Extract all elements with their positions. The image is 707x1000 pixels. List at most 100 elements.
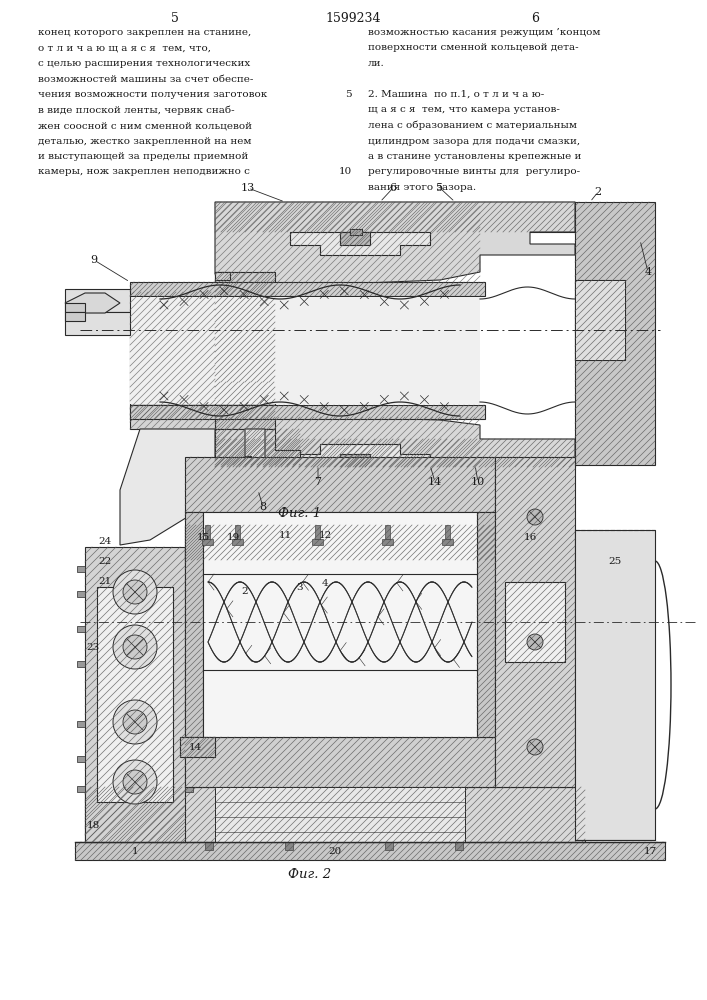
Bar bbox=[445, 525, 450, 540]
Text: 17: 17 bbox=[643, 848, 657, 856]
Text: 10: 10 bbox=[471, 477, 485, 487]
Bar bbox=[85, 547, 185, 842]
Bar bbox=[185, 457, 495, 512]
Bar bbox=[65, 303, 85, 312]
Text: 7: 7 bbox=[315, 477, 322, 487]
Bar bbox=[77, 661, 85, 667]
Text: 6: 6 bbox=[531, 12, 539, 25]
Text: 5: 5 bbox=[436, 183, 443, 193]
Bar bbox=[350, 464, 362, 470]
Polygon shape bbox=[120, 429, 215, 545]
Text: щ а я с я  тем, что камера установ-: щ а я с я тем, что камера установ- bbox=[368, 105, 560, 114]
Bar bbox=[340, 232, 370, 245]
Bar bbox=[235, 525, 240, 540]
Text: 16: 16 bbox=[523, 532, 537, 542]
Text: с целью расширения технологических: с целью расширения технологических bbox=[38, 59, 250, 68]
Circle shape bbox=[113, 570, 157, 614]
Bar bbox=[185, 525, 495, 560]
Text: 1: 1 bbox=[132, 848, 139, 856]
Text: а в станине установлены крепежные и: а в станине установлены крепежные и bbox=[368, 152, 581, 161]
Text: ли.: ли. bbox=[368, 59, 385, 68]
Text: камеры, нож закреплен неподвижно с: камеры, нож закреплен неподвижно с bbox=[38, 167, 250, 176]
Text: регулировочные винты для  регулиро-: регулировочные винты для регулиро- bbox=[368, 167, 580, 176]
Bar bbox=[505, 582, 565, 662]
Circle shape bbox=[527, 739, 543, 755]
Text: Фиг. 1: Фиг. 1 bbox=[279, 507, 322, 520]
Text: конец которого закреплен на станине,: конец которого закреплен на станине, bbox=[38, 28, 251, 37]
Bar bbox=[215, 787, 465, 842]
Polygon shape bbox=[215, 417, 575, 467]
Bar bbox=[185, 512, 203, 737]
Bar bbox=[77, 591, 85, 597]
Bar bbox=[245, 491, 251, 495]
Text: 2: 2 bbox=[595, 187, 602, 197]
Circle shape bbox=[113, 700, 157, 744]
Bar bbox=[202, 539, 213, 545]
Text: поверхности сменной кольцевой дета-: поверхности сменной кольцевой дета- bbox=[368, 43, 578, 52]
Bar bbox=[185, 626, 193, 632]
Bar bbox=[350, 229, 362, 235]
Text: цилиндром зазора для подачи смазки,: цилиндром зазора для подачи смазки, bbox=[368, 136, 580, 145]
Bar bbox=[85, 787, 585, 842]
Text: 1599234: 1599234 bbox=[325, 12, 381, 25]
Circle shape bbox=[113, 625, 157, 669]
Polygon shape bbox=[130, 272, 230, 429]
Text: 25: 25 bbox=[609, 558, 621, 566]
Bar bbox=[185, 786, 193, 792]
Polygon shape bbox=[245, 429, 265, 510]
Bar bbox=[185, 661, 193, 667]
Bar bbox=[215, 382, 275, 429]
Bar bbox=[77, 566, 85, 572]
Bar bbox=[185, 756, 193, 762]
Text: 3: 3 bbox=[297, 582, 303, 591]
Text: 2: 2 bbox=[242, 587, 248, 596]
Text: жен соосной с ним сменной кольцевой: жен соосной с ним сменной кольцевой bbox=[38, 121, 252, 130]
Bar bbox=[232, 539, 243, 545]
Bar bbox=[77, 721, 85, 727]
Text: 4: 4 bbox=[322, 580, 328, 588]
Bar bbox=[215, 439, 575, 467]
Text: и выступающей за пределы приемной: и выступающей за пределы приемной bbox=[38, 152, 248, 161]
Text: 8: 8 bbox=[259, 502, 267, 512]
Circle shape bbox=[527, 509, 543, 525]
Bar bbox=[575, 280, 625, 360]
Polygon shape bbox=[290, 444, 430, 467]
Text: 5: 5 bbox=[346, 90, 352, 99]
Circle shape bbox=[123, 635, 147, 659]
Bar bbox=[442, 539, 453, 545]
Bar bbox=[245, 476, 251, 480]
Polygon shape bbox=[215, 202, 575, 284]
Bar bbox=[285, 842, 293, 850]
Circle shape bbox=[113, 760, 157, 804]
Polygon shape bbox=[215, 429, 300, 465]
Polygon shape bbox=[290, 232, 430, 255]
Bar bbox=[350, 229, 362, 235]
Text: чения возможности получения заготовок: чения возможности получения заготовок bbox=[38, 90, 267, 99]
Bar bbox=[130, 405, 485, 419]
Polygon shape bbox=[180, 737, 215, 757]
Bar bbox=[65, 312, 130, 335]
Text: 22: 22 bbox=[98, 558, 112, 566]
Bar bbox=[495, 457, 575, 787]
Bar bbox=[130, 297, 480, 404]
Bar bbox=[575, 280, 625, 360]
Bar bbox=[477, 512, 495, 737]
Bar bbox=[185, 566, 193, 572]
Text: 24: 24 bbox=[98, 538, 112, 546]
Text: 11: 11 bbox=[279, 530, 291, 540]
Text: 5: 5 bbox=[171, 12, 179, 25]
Text: возможностью касания режущим ’концом: возможностью касания режущим ’концом bbox=[368, 28, 600, 37]
Text: возможностей машины за счет обеспе-: возможностей машины за счет обеспе- bbox=[38, 75, 253, 84]
Bar bbox=[312, 539, 323, 545]
Text: 21: 21 bbox=[98, 578, 112, 586]
Bar bbox=[130, 282, 485, 296]
Text: 4: 4 bbox=[645, 267, 652, 277]
Text: 13: 13 bbox=[241, 183, 255, 193]
Bar bbox=[340, 454, 370, 467]
Polygon shape bbox=[65, 293, 120, 313]
Text: вания этого зазора.: вания этого зазора. bbox=[368, 183, 476, 192]
Text: 10: 10 bbox=[339, 167, 352, 176]
Text: в виде плоской ленты, червяк снаб-: в виде плоской ленты, червяк снаб- bbox=[38, 105, 235, 115]
Bar bbox=[205, 842, 213, 850]
Text: 14: 14 bbox=[188, 742, 201, 752]
